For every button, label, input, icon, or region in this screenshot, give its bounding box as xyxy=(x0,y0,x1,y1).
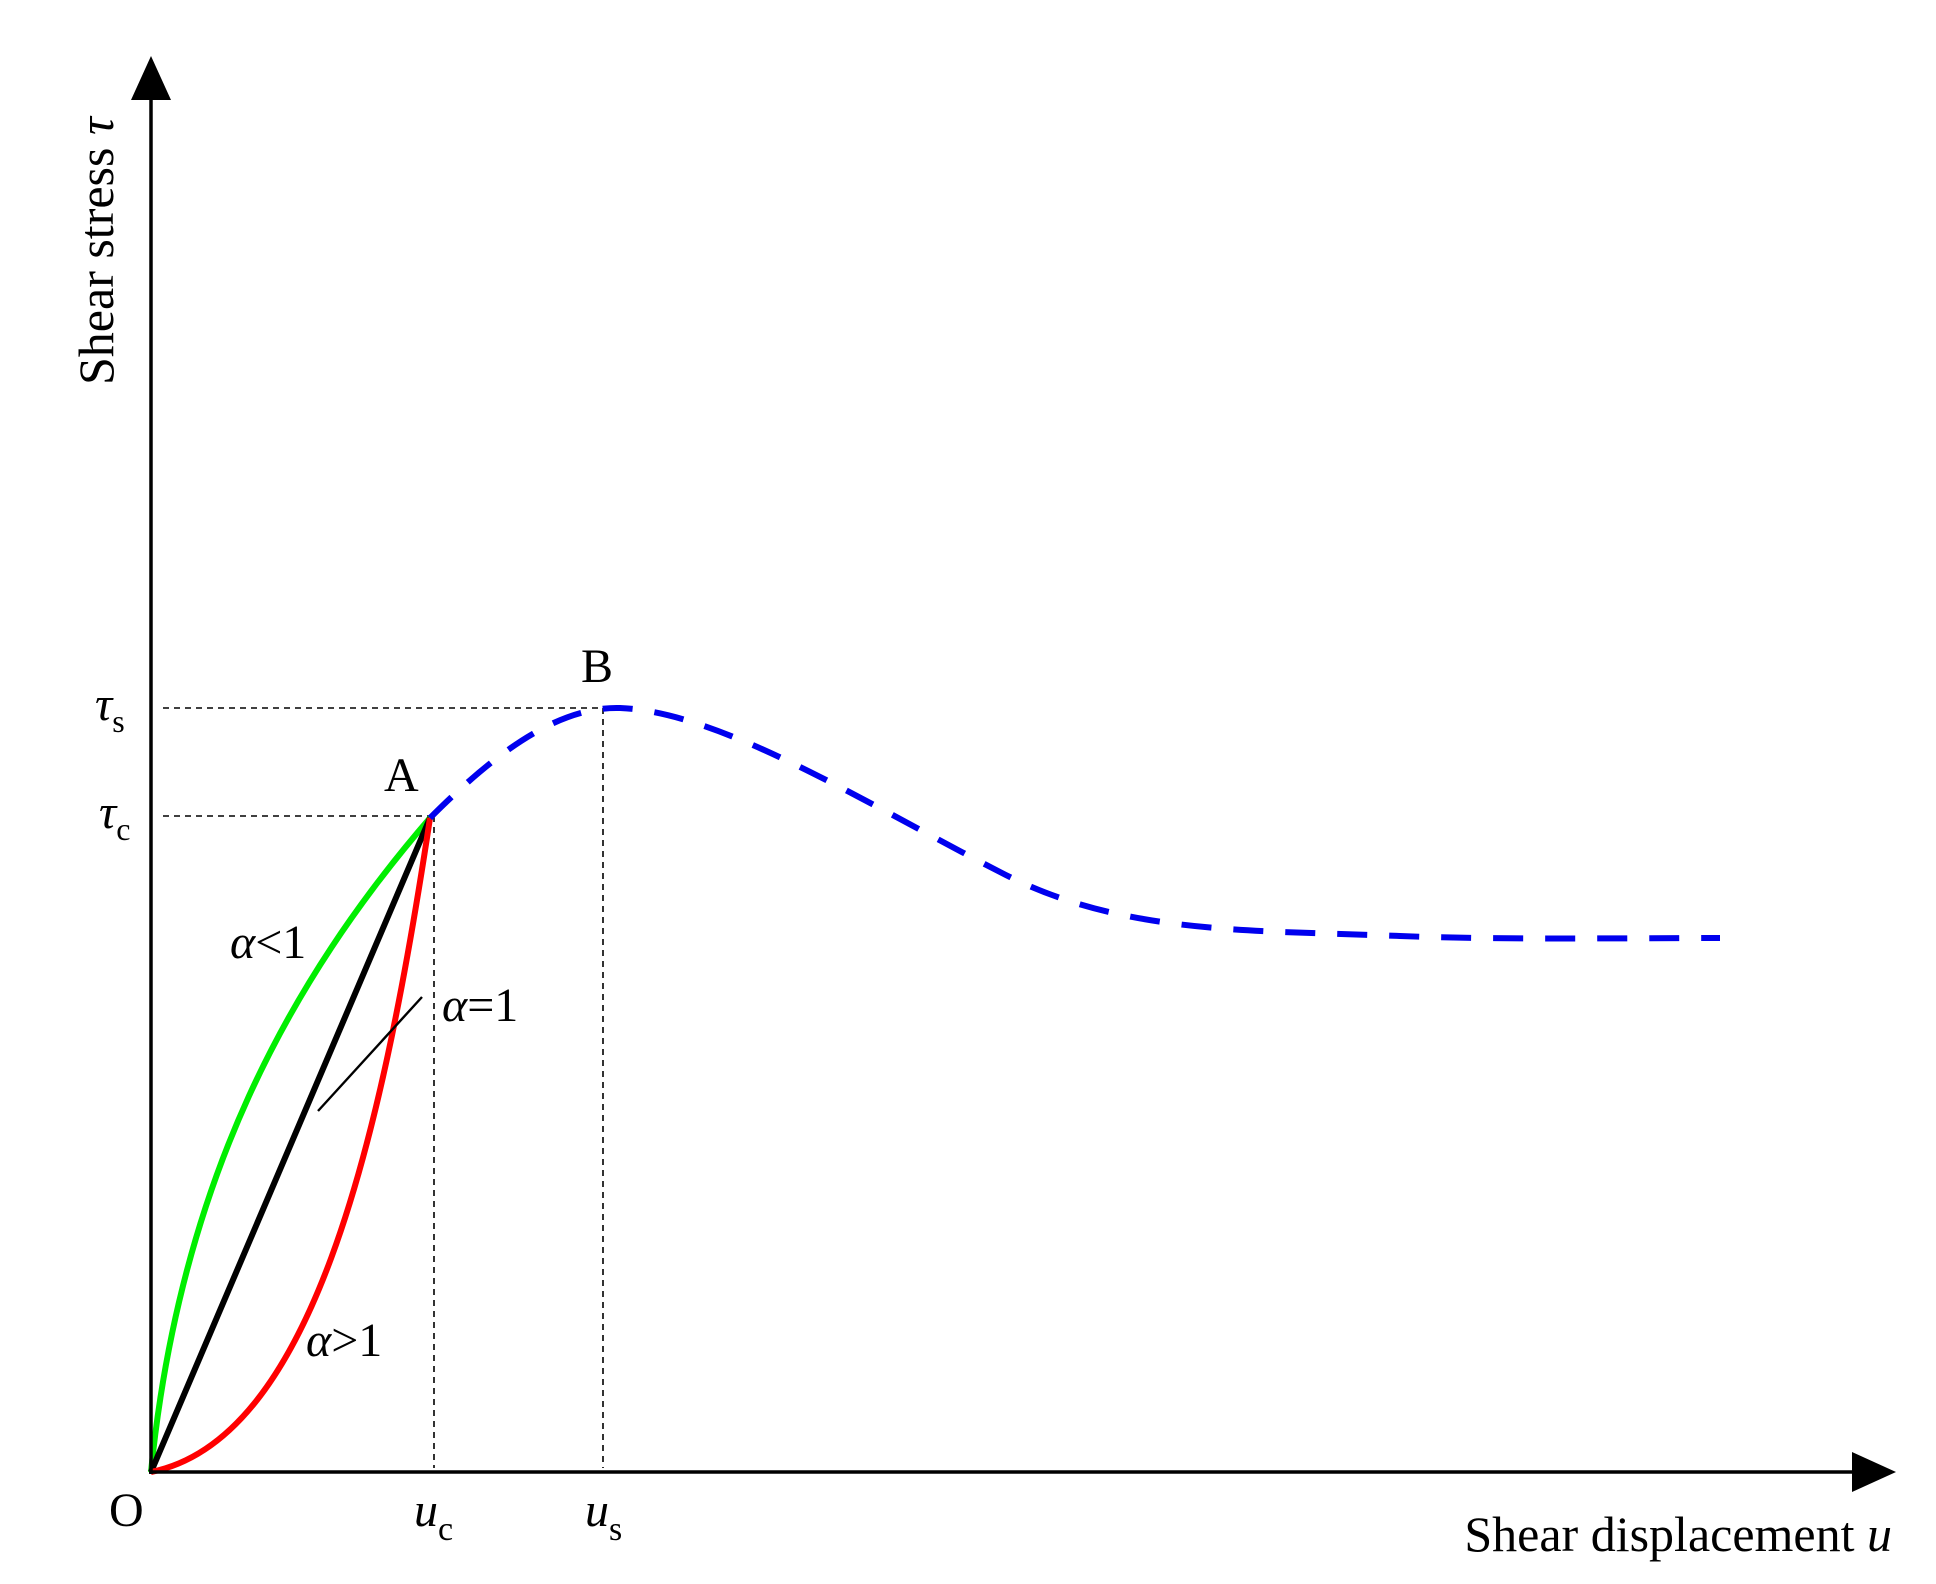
label-alpha-equal-1-symbol: α xyxy=(442,979,468,1032)
point-b-label: B xyxy=(581,640,613,693)
y-tick-tau-s: τs xyxy=(95,678,125,739)
x-tick-u-s-sub: s xyxy=(609,1511,622,1548)
x-tick-u-c: uc xyxy=(414,1484,453,1548)
y-tick-tau-c: τc xyxy=(99,786,130,847)
x-tick-u-s: us xyxy=(585,1484,622,1548)
post-peak-dashed-curve xyxy=(427,704,1721,942)
x-tick-u-c-main: u xyxy=(414,1484,438,1537)
label-alpha-greater-than-1-text: >1 xyxy=(331,1314,382,1367)
origin-label: O xyxy=(109,1484,144,1537)
x-axis-title: Shear displacement u xyxy=(1464,1506,1892,1562)
alpha-equal-1-leader-line xyxy=(317,996,423,1112)
curve-alpha-equal-1 xyxy=(148,816,433,1474)
x-axis-label: Shear displacement xyxy=(1464,1506,1854,1562)
y-axis-label: Shear stress xyxy=(68,148,124,385)
x-tick-u-c-sub: c xyxy=(438,1511,453,1548)
y-axis-title: Shear stress τ xyxy=(68,115,124,385)
label-alpha-equal-1: α=1 xyxy=(442,979,518,1032)
y-tick-tau-c-main: τ xyxy=(99,786,118,839)
x-axis-arrow-icon xyxy=(1852,1452,1896,1492)
label-alpha-less-than-1-text: <1 xyxy=(255,916,306,969)
label-alpha-greater-than-1: α>1 xyxy=(306,1314,382,1367)
x-tick-u-s-main: u xyxy=(585,1484,609,1537)
label-alpha-less-than-1: α<1 xyxy=(230,916,306,969)
axes xyxy=(131,56,1896,1492)
y-axis-symbol: τ xyxy=(68,115,124,135)
curve-alpha-less-than-1 xyxy=(148,816,433,1473)
guide-lines xyxy=(163,707,604,1468)
label-alpha-greater-than-1-symbol: α xyxy=(306,1314,332,1367)
point-a-label: A xyxy=(384,749,419,802)
y-tick-tau-s-sub: s xyxy=(112,703,124,739)
curve-alpha-greater-than-1 xyxy=(150,817,433,1475)
y-axis-arrow-icon xyxy=(131,56,171,100)
label-alpha-equal-1-text: =1 xyxy=(467,979,518,1032)
y-tick-tau-c-sub: c xyxy=(116,811,130,847)
label-alpha-less-than-1-symbol: α xyxy=(230,916,256,969)
y-tick-tau-s-main: τ xyxy=(95,678,114,731)
x-axis-symbol: u xyxy=(1867,1506,1892,1562)
